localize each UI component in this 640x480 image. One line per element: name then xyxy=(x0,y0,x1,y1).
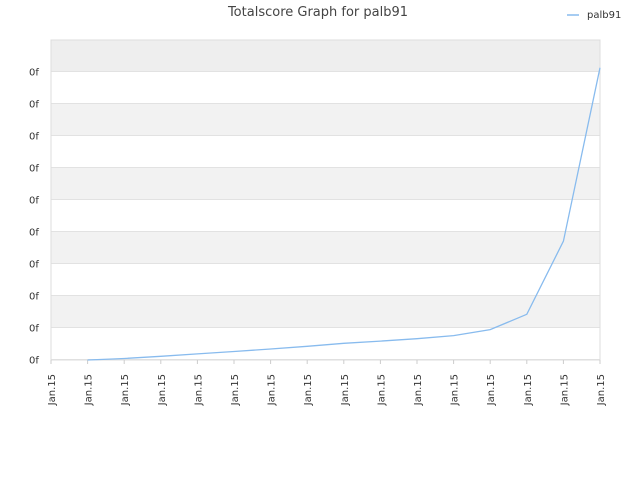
y-tick-label: 0f xyxy=(29,100,39,111)
legend-label: palb91 xyxy=(587,10,621,21)
series-line-palb91 xyxy=(87,67,601,361)
grid-band xyxy=(51,103,600,136)
y-tick-label: 0f xyxy=(29,228,39,239)
y-axis: 0f 0f 0f 0f 0f 0f 0f 0f 0f 0f xyxy=(29,68,39,367)
x-tick-label: Jan.15 xyxy=(193,374,204,406)
x-tick-label: Jan.15 xyxy=(267,374,278,406)
grid-band xyxy=(51,71,600,104)
chart-title: Totalscore Graph for palb91 xyxy=(227,5,408,20)
x-tick-label: Jan.15 xyxy=(413,374,424,406)
x-tick-label: Jan.15 xyxy=(157,374,168,406)
x-tick-label: Jan.15 xyxy=(450,374,461,406)
grid-band xyxy=(51,135,600,168)
y-tick-label: 0f xyxy=(29,164,39,175)
grid-band xyxy=(51,40,600,72)
y-tick-label: 0f xyxy=(29,292,39,303)
grid-band xyxy=(51,295,600,328)
x-tick-label: Jan.15 xyxy=(303,374,314,406)
x-tick-label: Jan.15 xyxy=(596,374,607,406)
y-tick-label: 0f xyxy=(29,324,39,335)
grid-bands xyxy=(51,40,600,360)
x-tick-label: Jan.15 xyxy=(120,374,131,406)
legend: palb91 xyxy=(567,10,621,21)
x-tick-label: Jan.15 xyxy=(376,374,387,406)
x-tick-label: Jan.15 xyxy=(340,374,351,406)
y-tick-label: 0f xyxy=(29,68,39,79)
y-tick-label: 0f xyxy=(29,132,39,143)
x-tick-label: Jan.15 xyxy=(523,374,534,406)
x-tick-label: Jan.15 xyxy=(486,374,497,406)
x-tick-label: Jan.15 xyxy=(84,374,95,406)
x-tick-label: Jan.15 xyxy=(559,374,570,406)
plot-frame xyxy=(50,39,601,361)
grid-band xyxy=(51,263,600,296)
x-tick-label: Jan.15 xyxy=(230,374,241,406)
y-tick-label: 0f xyxy=(29,356,39,367)
grid-band xyxy=(51,167,600,200)
series-layer xyxy=(87,67,601,361)
x-axis: Jan.15 Jan.15 Jan.15 Jan.15 Jan.15 Jan.15 Jan.… xyxy=(47,360,607,406)
grid-band xyxy=(51,199,600,232)
grid-band xyxy=(51,327,600,360)
y-tick-label: 0f xyxy=(29,196,39,207)
x-tick-label: Jan.15 xyxy=(47,374,58,406)
grid-band xyxy=(51,231,600,264)
y-tick-label: 0f xyxy=(29,260,39,271)
